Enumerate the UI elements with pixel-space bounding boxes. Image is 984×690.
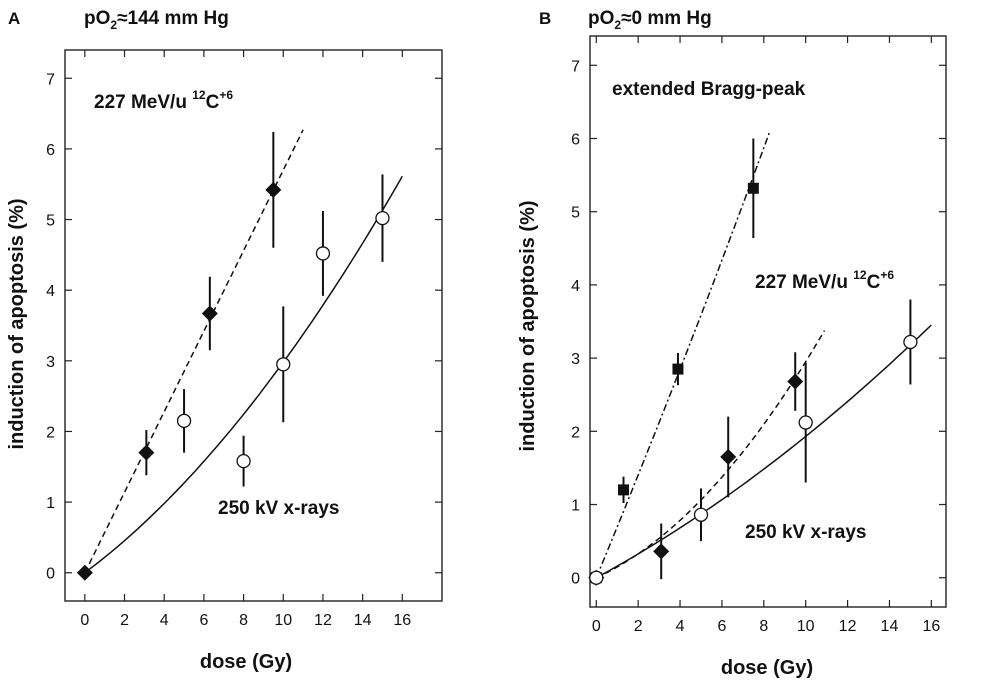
data-point-circle	[315, 246, 331, 261]
panel-a-frame	[64, 49, 443, 602]
data-point-diamond	[787, 373, 804, 390]
data-point-square	[618, 484, 630, 496]
x-tick-label: 0	[592, 618, 601, 635]
y-tick-label: 5	[46, 213, 55, 230]
panel-a-x-ticks: 0 2 4 6 8 10 12 14 16	[80, 50, 411, 629]
panel-a-annotation-xrays: 250 kV x-rays	[218, 498, 340, 519]
panel-b-annotation-bragg: extended Bragg-peak	[612, 79, 806, 100]
data-point-circle	[798, 415, 813, 430]
x-tick-label: 12	[839, 618, 857, 635]
x-tick-label: 14	[354, 612, 372, 629]
x-tick-label: 2	[634, 618, 643, 635]
y-tick-label: 1	[571, 498, 580, 515]
panel-a-letter: A	[8, 9, 20, 28]
data-point-diamond	[138, 444, 155, 461]
data-point-square	[747, 182, 759, 194]
y-tick-label: 2	[46, 424, 55, 441]
panel-b-fit-lines	[595, 130, 932, 579]
panel-a-x-axis-title: dose (Gy)	[200, 651, 292, 673]
panel-a-fit-lines	[84, 129, 403, 574]
data-point-diamond	[653, 543, 670, 560]
data-point-diamond	[265, 181, 282, 198]
data-point-diamond	[76, 564, 93, 581]
data-point-circle	[176, 413, 192, 429]
data-point-circle	[589, 570, 604, 585]
fit-line	[84, 129, 304, 574]
data-point-circle	[903, 334, 918, 350]
panel-b-data-points	[588, 138, 918, 586]
x-tick-label: 4	[160, 612, 169, 629]
y-tick-label: 0	[46, 566, 55, 583]
y-tick-label: 0	[571, 571, 580, 588]
x-tick-label: 6	[717, 618, 726, 635]
y-tick-label: 3	[46, 354, 55, 371]
data-point-diamond	[720, 448, 737, 465]
y-tick-label: 7	[46, 71, 55, 88]
panel-b-condition: pO2≈0 mm Hg	[588, 8, 712, 32]
x-tick-label: 10	[797, 618, 815, 635]
panel-b-y-axis-title: induction of apoptosis (%)	[517, 200, 539, 451]
data-point-circle	[693, 507, 709, 522]
panel-a-annotation-carbon: 227 MeV/u 12C+6	[94, 88, 233, 113]
y-tick-label: 2	[571, 424, 580, 441]
data-point-circle	[276, 357, 291, 372]
data-point-diamond	[201, 305, 218, 322]
x-tick-label: 8	[759, 618, 768, 635]
y-tick-label: 6	[46, 142, 55, 159]
panel-b-annotation-carbon: 227 MeV/u 12C+6	[755, 268, 894, 293]
x-tick-label: 10	[274, 612, 292, 629]
panel-b-x-ticks: 0 2 4 6 8 10 12 14 16	[592, 36, 940, 635]
data-point-circle	[236, 453, 251, 469]
y-tick-label: 4	[46, 283, 55, 300]
x-tick-label: 8	[239, 612, 248, 629]
x-tick-label: 0	[80, 612, 89, 629]
data-point-square	[672, 363, 684, 375]
y-tick-label: 4	[571, 278, 580, 295]
panel-b-letter: B	[539, 9, 551, 28]
y-tick-label: 3	[571, 351, 580, 368]
fit-line	[595, 130, 771, 578]
data-point-circle	[375, 210, 390, 226]
panel-a-y-ticks: 0 1 2 3 4 5 6 7	[46, 71, 442, 583]
panel-b-frame	[589, 35, 947, 608]
x-tick-label: 6	[199, 612, 208, 629]
x-tick-label: 12	[314, 612, 332, 629]
x-tick-label: 14	[881, 618, 899, 635]
panel-b-x-axis-title: dose (Gy)	[721, 657, 813, 679]
panel-a-condition: pO2≈144 mm Hg	[84, 8, 229, 32]
y-tick-label: 7	[571, 58, 580, 75]
fit-line	[84, 175, 403, 574]
panel-b-annotation-xrays: 250 kV x-rays	[745, 522, 867, 543]
y-tick-label: 5	[571, 205, 580, 222]
panel-b-y-ticks: 0 1 2 3 4 5 6 7	[571, 58, 946, 588]
panel-a-data-points	[76, 131, 390, 581]
y-tick-label: 6	[571, 131, 580, 148]
y-tick-label: 1	[46, 495, 55, 512]
panel-a-y-axis-title: induction of apoptosis (%)	[6, 198, 28, 449]
x-tick-label: 16	[393, 612, 411, 629]
x-tick-label: 4	[676, 618, 685, 635]
fit-line	[595, 324, 932, 579]
x-tick-label: 2	[120, 612, 129, 629]
x-tick-label: 16	[922, 618, 940, 635]
